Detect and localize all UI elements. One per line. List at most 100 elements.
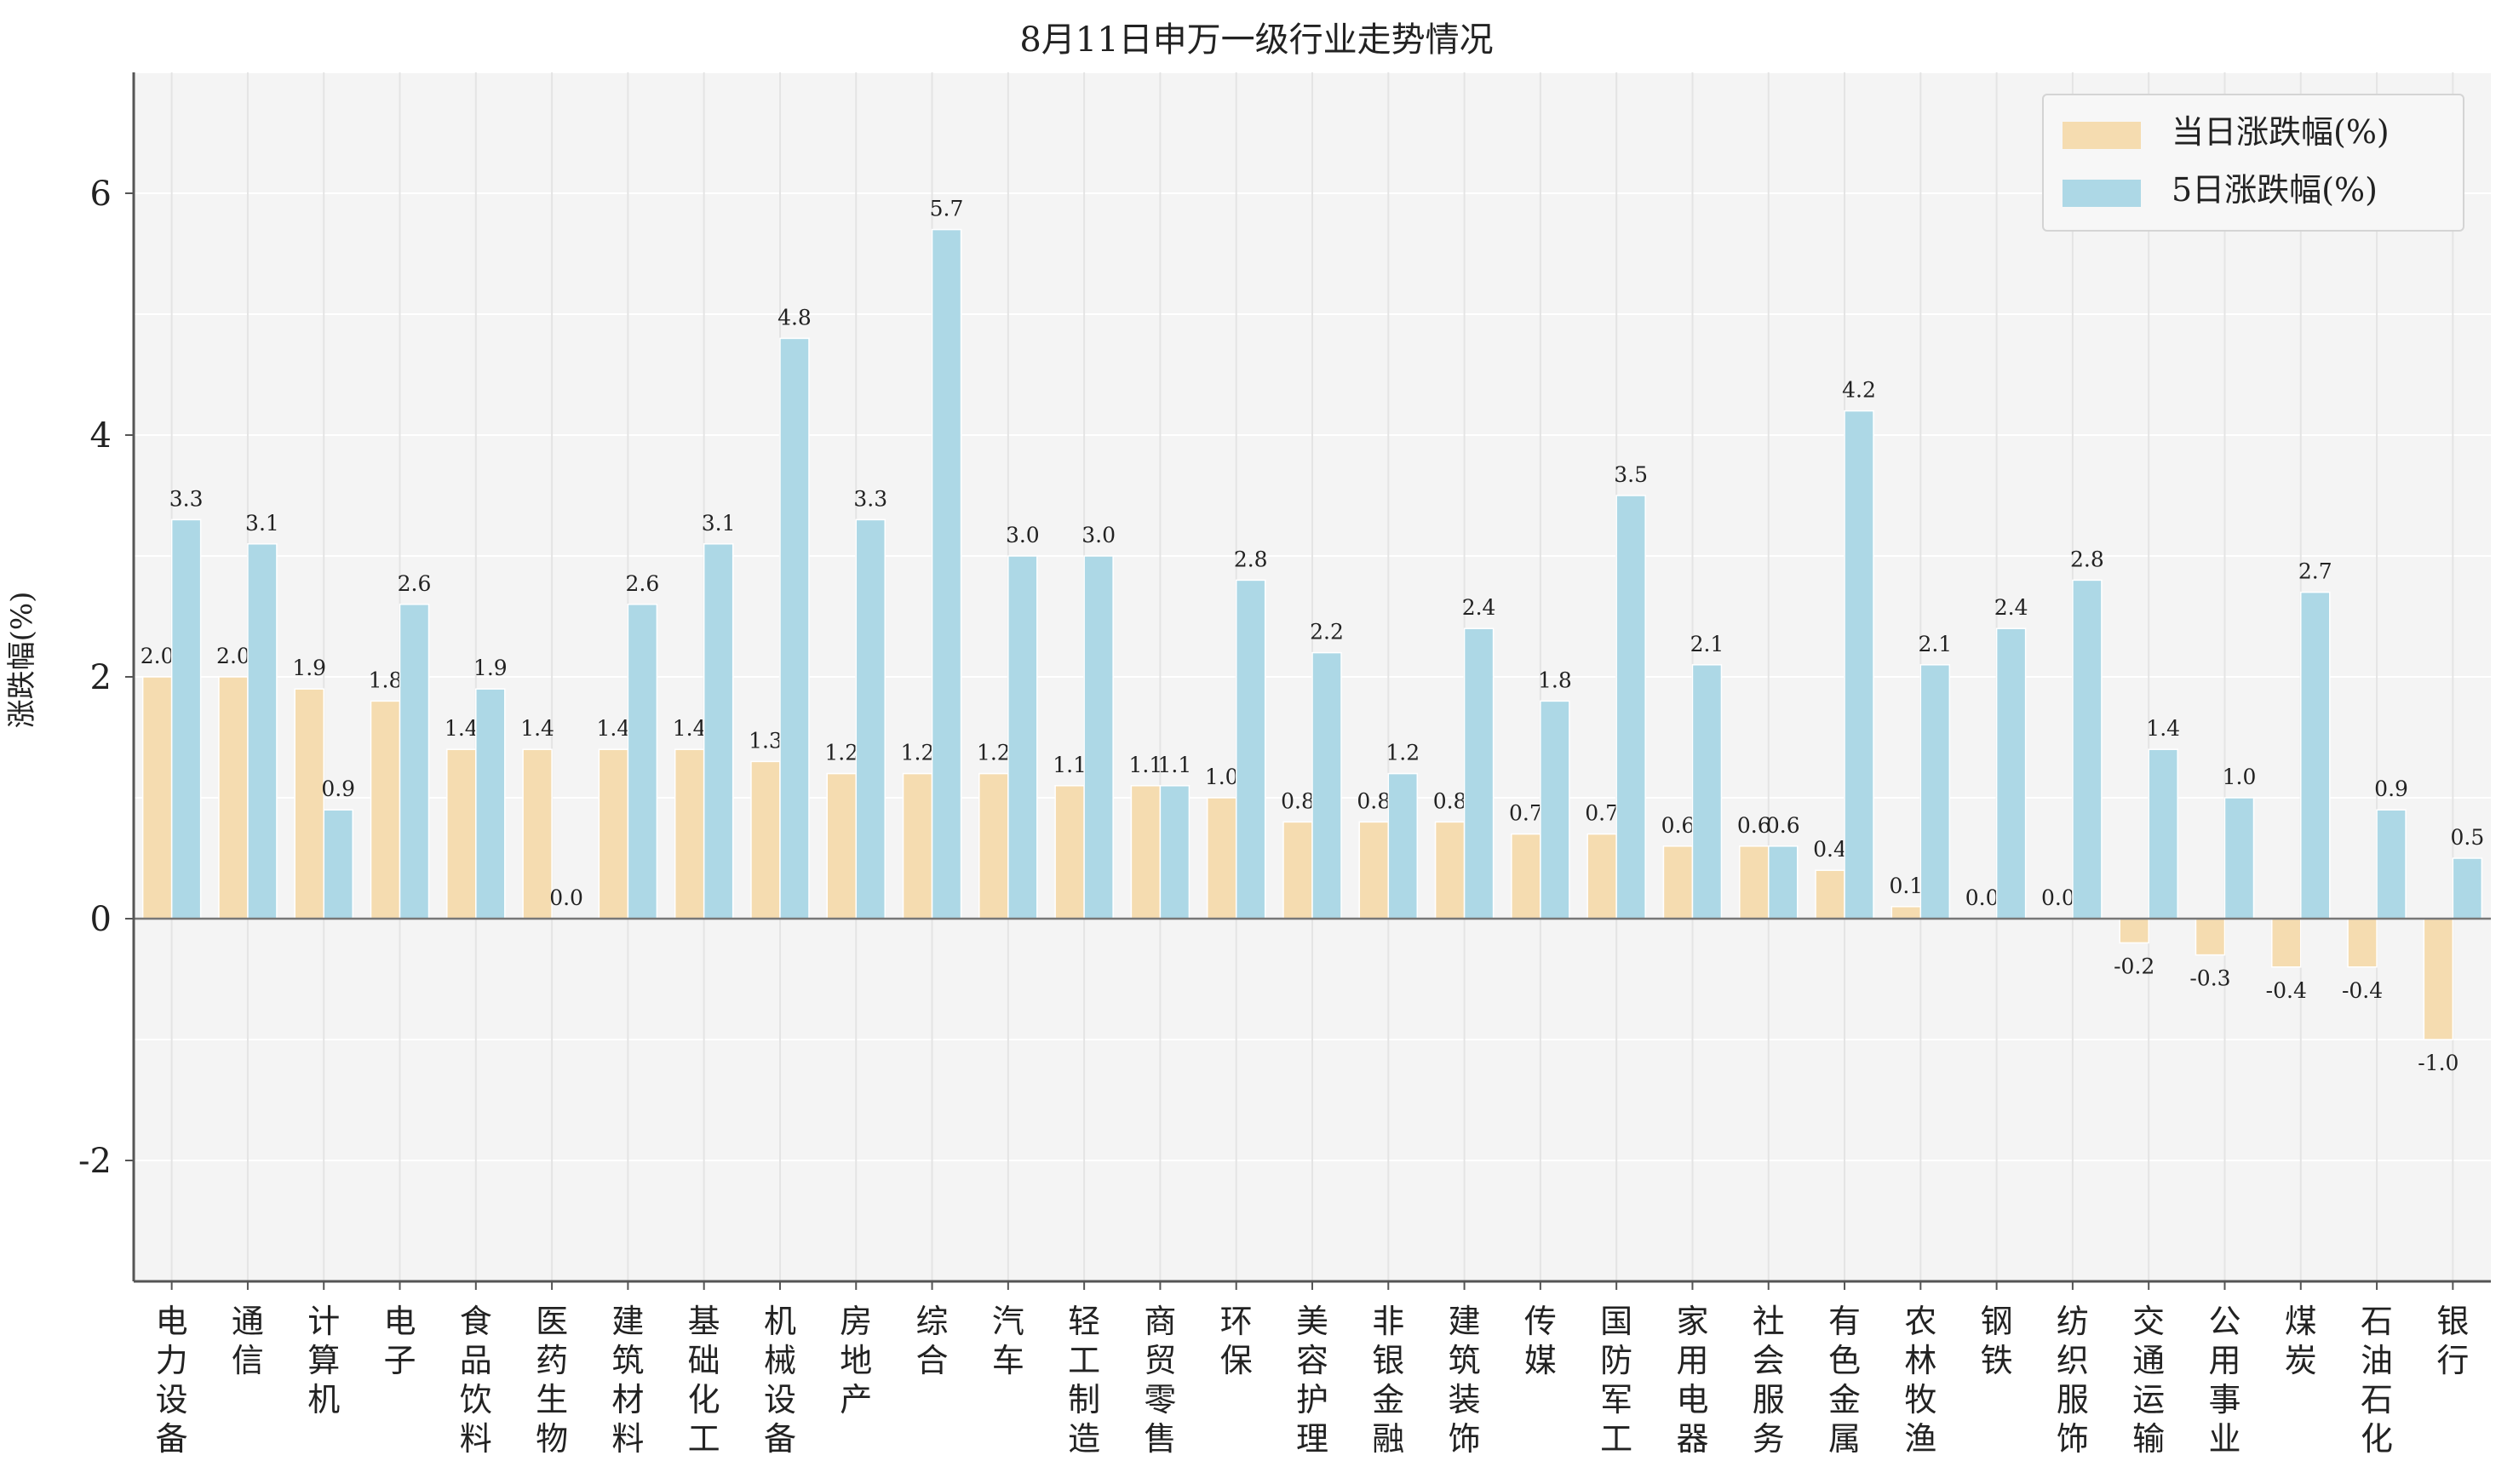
bar-daily: [1586, 833, 1617, 920]
x-tick-label: 综合: [916, 1303, 949, 1379]
x-tick-label: 农林牧渔: [1904, 1303, 1936, 1458]
bar-5day: [1995, 627, 2027, 920]
bar-5day: [2376, 809, 2407, 920]
data-label-5day: 2.2: [1310, 620, 1344, 645]
bar-daily: [370, 700, 401, 920]
data-label-daily: 1.9: [292, 656, 326, 680]
chart-title: 8月11日申万一级行业走势情况: [1019, 20, 1494, 60]
data-label-daily: 1.4: [597, 716, 631, 741]
x-tick-label: 社会服务: [1753, 1303, 1785, 1458]
x-tick-label: 石油石化: [2361, 1303, 2393, 1458]
data-label-5day: 0.0: [549, 885, 583, 910]
data-label-5day: 0.9: [2374, 776, 2408, 801]
legend-label-5day: 5日涨跌幅(%): [2172, 171, 2378, 209]
legend-item-daily: 当日涨跌幅(%): [2063, 111, 2454, 153]
bar-daily: [294, 688, 324, 920]
bar-daily: [674, 748, 705, 920]
bar-daily: [598, 748, 629, 920]
bar-5day: [1540, 700, 1570, 920]
x-tick-label: 房地产: [840, 1303, 872, 1418]
data-label-daily: -0.4: [2342, 978, 2383, 1003]
data-label-daily: 1.4: [673, 716, 707, 741]
data-label-daily: 2.0: [141, 644, 175, 668]
bar-daily: [1054, 785, 1085, 920]
data-label-daily: 0.8: [1433, 788, 1467, 813]
data-label-daily: 0.4: [1813, 837, 1847, 862]
bar-5day: [1615, 495, 1646, 920]
data-label-5day: 1.1: [1158, 753, 1192, 777]
bar-daily: [1890, 906, 1922, 920]
bar-daily: [1206, 797, 1237, 920]
bar-5day: [1844, 410, 1874, 920]
data-label-daily: 0.7: [1585, 801, 1619, 826]
x-tick-label: 医药生物: [536, 1303, 568, 1458]
x-tick-label: 商贸零售: [1144, 1303, 1176, 1458]
x-tick-label: 通信: [232, 1303, 264, 1379]
bar-daily: [446, 748, 477, 920]
x-tick-label: 钢铁: [1981, 1303, 2013, 1379]
y-tick-label: 0: [90, 900, 112, 939]
bar-5day: [1691, 664, 1723, 920]
bar-5day: [703, 543, 734, 920]
data-label-daily: -0.3: [2189, 966, 2230, 991]
data-label-5day: 2.7: [2298, 559, 2332, 584]
data-label-5day: 2.8: [1234, 547, 1268, 571]
bar-5day: [2072, 579, 2103, 920]
data-label-5day: 0.9: [321, 776, 355, 801]
x-tick-label: 汽车: [992, 1303, 1024, 1379]
x-tick-label: 基础化工: [688, 1303, 720, 1458]
y-tick-label: 2: [90, 658, 112, 697]
bar-daily: [1282, 821, 1313, 920]
bar-5day: [247, 543, 278, 920]
bar-daily: [1662, 845, 1694, 920]
bar-daily: [218, 676, 249, 920]
data-label-5day: 3.3: [853, 486, 887, 511]
x-tick-label: 建筑装饰: [1449, 1303, 1481, 1458]
data-label-daily: 1.3: [749, 728, 783, 753]
bar-daily: [750, 760, 781, 920]
y-tick-label: 4: [90, 416, 112, 456]
bar-5day: [399, 604, 430, 920]
data-label-5day: 2.1: [1690, 632, 1724, 656]
bar-5day: [1387, 772, 1419, 920]
x-tick-label: 计算机: [307, 1303, 340, 1418]
x-tick-label: 电力设备: [156, 1303, 188, 1458]
bar-daily: [522, 748, 553, 920]
data-label-daily: 0.6: [1737, 813, 1771, 838]
bar-5day: [779, 337, 810, 920]
data-label-daily: 1.4: [520, 716, 554, 741]
data-label-5day: 3.0: [1082, 523, 1116, 547]
bar-5day: [2223, 797, 2255, 920]
bar-5day: [1235, 579, 1266, 920]
data-label-5day: 1.9: [473, 656, 508, 680]
x-tick-label: 有色金属: [1828, 1303, 1861, 1458]
data-label-daily: 0.7: [1509, 801, 1543, 826]
bar-5day: [627, 604, 658, 920]
x-tick-label: 国防军工: [1600, 1303, 1632, 1458]
data-label-5day: 1.0: [2223, 765, 2257, 789]
bar-5day: [1007, 555, 1038, 920]
bar-daily: [1130, 785, 1162, 920]
data-label-5day: 0.5: [2450, 825, 2484, 850]
bar-daily: [1511, 833, 1541, 920]
data-label-daily: 1.4: [445, 716, 479, 741]
bar-5day: [1919, 664, 1951, 920]
data-label-5day: 1.8: [1538, 668, 1572, 692]
data-label-5day: 2.6: [398, 571, 432, 596]
bar-daily: [2347, 918, 2378, 968]
bar-5day: [323, 809, 353, 920]
y-tick-label: -2: [78, 1142, 112, 1181]
x-tick-label: 美容护理: [1296, 1303, 1328, 1458]
data-label-5day: 4.2: [1842, 378, 1876, 403]
data-label-daily: -1.0: [2418, 1051, 2458, 1075]
data-label-5day: 3.0: [1006, 523, 1040, 547]
data-label-5day: 3.3: [169, 486, 204, 511]
data-label-5day: 4.8: [777, 305, 812, 329]
data-label-daily: -0.2: [2114, 954, 2154, 978]
data-label-daily: 1.8: [369, 668, 403, 692]
data-label-5day: 0.6: [1766, 813, 1800, 838]
data-label-daily: 0.8: [1281, 788, 1315, 813]
x-tick-label: 煤炭: [2285, 1303, 2317, 1379]
legend-item-5day: 5日涨跌幅(%): [2063, 169, 2454, 211]
data-label-5day: 2.6: [626, 571, 660, 596]
